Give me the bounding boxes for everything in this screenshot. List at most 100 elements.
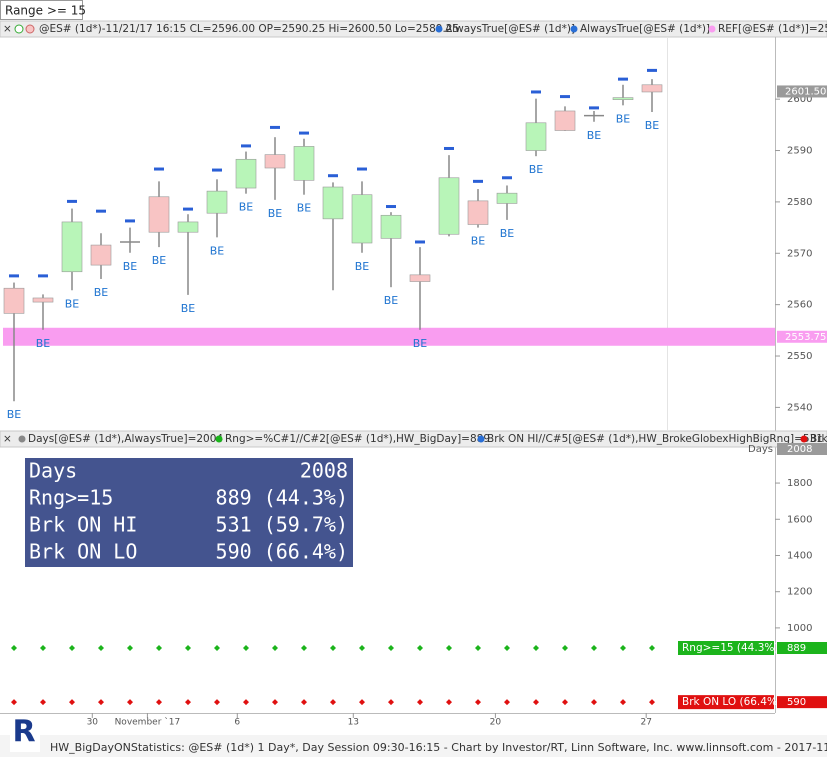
legend-strip: [0, 430, 827, 448]
dot: [214, 645, 220, 652]
y-tick-label: 1600: [787, 514, 812, 525]
legend-item: Brk ON HI//C#5[@ES# (1d*),HW_BrokeGlobex…: [487, 433, 823, 445]
icon: [570, 25, 578, 33]
candle-body: [612, 97, 634, 100]
dot: [272, 645, 278, 652]
legend-item: Brk: [810, 433, 827, 445]
dot: [98, 645, 104, 652]
dot: [475, 645, 481, 652]
close-icon[interactable]: ×: [3, 23, 12, 35]
y-tick-label: 1200: [787, 587, 812, 598]
footer-text: HW_BigDayONStatistics: @ES# (1d*) 1 Day*…: [50, 741, 827, 754]
stats-label: Rng>=15: [29, 486, 113, 510]
icon: [800, 435, 808, 443]
dot: [533, 645, 539, 652]
candle-body: [438, 177, 460, 235]
series-tag: [678, 695, 774, 710]
be-label: BE: [645, 119, 660, 132]
be-label: BE: [36, 337, 51, 350]
dot: [69, 699, 75, 706]
candle-body: [90, 244, 112, 266]
be-label: BE: [355, 260, 370, 273]
dot: [620, 645, 626, 652]
dot: [11, 699, 17, 706]
legend-item: @ES# (1d*)-11/21/17 16:15 CL=2596.00 OP=…: [39, 23, 459, 35]
dot: [243, 699, 249, 706]
tag-name: Days: [748, 444, 773, 455]
candle-body: [264, 154, 286, 169]
icon: [477, 435, 485, 443]
toolbar-label[interactable]: Range >= 15: [5, 4, 86, 18]
icon: [25, 24, 35, 34]
dot: [446, 645, 452, 652]
band-label: 2553.75: [785, 332, 826, 343]
tag-value: 2008: [787, 444, 812, 455]
candle-body: [206, 190, 228, 214]
be-label: BE: [152, 254, 167, 267]
dot: [127, 645, 133, 652]
dot: [156, 645, 162, 652]
dot: [185, 699, 191, 706]
dot: [591, 699, 597, 706]
candle-body: [148, 196, 170, 233]
toolbar-box[interactable]: [0, 0, 83, 20]
be-label: BE: [210, 244, 225, 257]
series-tag-label: Brk ON LO (66.4%): [682, 696, 781, 708]
last-price-tag: [777, 85, 827, 98]
be-label: BE: [471, 235, 486, 248]
legend-item: AlwaysTrue[@ES# (1d*)]: [445, 23, 575, 35]
legend-item: Days[@ES# (1d*),AlwaysTrue]=2004: [28, 433, 223, 445]
be-label: BE: [239, 201, 254, 214]
series-tag: [678, 641, 774, 656]
last-price-label: 2601.50: [785, 86, 826, 97]
icon: [18, 435, 26, 443]
stats-label: Days: [29, 459, 77, 483]
close-icon[interactable]: ×: [3, 433, 12, 445]
candle-body: [525, 122, 547, 151]
candle-body: [61, 221, 83, 273]
icon: [708, 25, 716, 33]
dot: [562, 699, 568, 706]
dot: [417, 645, 423, 652]
candle-body: [409, 274, 431, 282]
stats-label: Brk ON LO: [29, 540, 137, 564]
dot: [127, 699, 133, 706]
dot: [214, 699, 220, 706]
logo-bg: [10, 718, 40, 752]
x-tick-label: 6: [234, 718, 240, 728]
value-tag: [777, 696, 827, 709]
stats-table: Days 2008 Rng>=15 889 (44.3%) Brk ON HI 531 (…: [29, 459, 348, 564]
legend-item: Rng>=%C#1//C#2[@ES# (1d*),HW_BigDay]=889: [225, 433, 490, 445]
candle-body: [641, 84, 663, 93]
series-tag-label: Rng>=15 (44.3%): [682, 642, 778, 654]
stats-value: 590 (66.4%): [216, 540, 348, 564]
be-label: BE: [616, 112, 631, 125]
y-tick-label: 2580: [787, 197, 812, 208]
y-tick-label: 1800: [787, 478, 812, 489]
icon: [14, 24, 24, 34]
band: [3, 327, 775, 346]
be-label: BE: [65, 297, 80, 310]
candle-body: [554, 110, 576, 131]
candle-body: [32, 297, 54, 303]
dot: [185, 645, 191, 652]
be-label: BE: [500, 227, 515, 240]
dot: [11, 645, 17, 652]
value-tag-label: 590: [787, 697, 806, 708]
y-tick-label: 2560: [787, 300, 812, 311]
x-tick-label: 20: [490, 718, 502, 728]
x-tick-label: November `17: [115, 717, 181, 728]
be-label: BE: [181, 302, 196, 315]
be-label: BE: [529, 163, 544, 176]
y-tick-label: 2540: [787, 402, 812, 413]
logo: R: [12, 715, 35, 750]
be-label: BE: [123, 260, 138, 273]
be-label: BE: [413, 337, 428, 350]
candle-body: [322, 186, 344, 220]
dot: [40, 699, 46, 706]
dot: [446, 699, 452, 706]
dot: [504, 645, 510, 652]
